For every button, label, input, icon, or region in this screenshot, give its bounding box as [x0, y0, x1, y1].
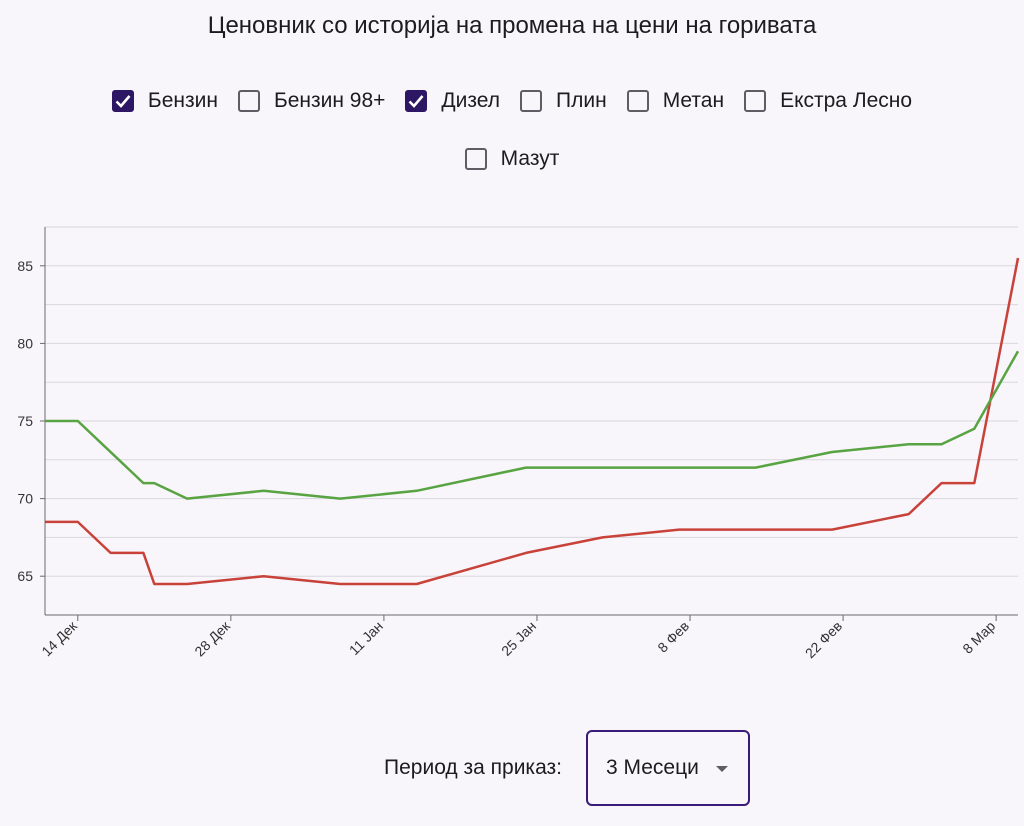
series-line-2: [45, 350, 1020, 500]
price-history-chart: 65 70 75 80 85 14 Дек 28 Дек 11 Јан 25 Јан 8 Фев 2…: [17, 226, 1020, 661]
filter-dizel[interactable]: Дизел: [405, 89, 500, 113]
series-line-1: [45, 257, 1020, 586]
filter-label: Дизел: [441, 89, 501, 112]
filter-row-2: Мазут: [0, 138, 1024, 180]
x-tick-label: 8 Фев: [654, 618, 692, 656]
filter-label: Плин: [556, 89, 607, 112]
period-selector: Период за приказ: 3 Месеци: [0, 730, 1024, 806]
period-dropdown[interactable]: 3 Месеци: [585, 730, 750, 806]
y-tick-label: 80: [17, 335, 33, 351]
checkbox-icon[interactable]: [520, 90, 543, 112]
chevron-down-icon: [715, 766, 728, 772]
filter-benzin-98[interactable]: Бензин 98+: [237, 89, 386, 113]
x-tick-label: 25 Јан: [498, 618, 539, 659]
x-tick-label: 8 Мар: [959, 618, 998, 657]
y-tick-label: 85: [17, 258, 33, 274]
filter-label: Бензин: [147, 89, 218, 112]
y-tick-label: 75: [17, 413, 33, 429]
filter-plin[interactable]: Плин: [520, 89, 607, 113]
checkbox-icon[interactable]: [405, 90, 428, 112]
filter-metan[interactable]: Метан: [626, 89, 725, 113]
period-label: Период за приказ:: [384, 756, 562, 779]
checkbox-icon[interactable]: [464, 148, 487, 170]
filter-mazut[interactable]: Мазут: [464, 147, 560, 171]
y-tick-label: 70: [17, 491, 33, 507]
filter-label: Екстра Лесно: [780, 89, 913, 112]
x-tick-label: 11 Јан: [346, 618, 386, 658]
x-tick-label: 22 Фев: [802, 618, 845, 661]
filter-ekstra-lesno[interactable]: Екстра Лесно: [744, 89, 912, 113]
filter-benzin[interactable]: Бензин: [111, 89, 218, 113]
checkbox-icon[interactable]: [237, 90, 260, 112]
x-tick-label: 28 Дек: [191, 617, 233, 659]
filter-label: Мазут: [500, 147, 560, 170]
filter-label: Метан: [662, 89, 725, 112]
page-title: Ценовник со историја на промена на цени …: [207, 12, 817, 39]
y-tick-label: 65: [17, 568, 33, 584]
filter-label: Бензин 98+: [273, 89, 386, 112]
fuel-filters: Бензин Бензин 98+ Дизел Плин Метан Екстр…: [0, 80, 1024, 180]
checkbox-icon[interactable]: [111, 90, 134, 112]
checkbox-icon[interactable]: [744, 90, 767, 112]
period-value: 3 Месеци: [605, 756, 699, 779]
checkbox-icon[interactable]: [626, 90, 649, 112]
x-tick-label: 14 Дек: [38, 617, 80, 659]
filter-row-1: Бензин Бензин 98+ Дизел Плин Метан Екстр…: [0, 80, 1024, 122]
